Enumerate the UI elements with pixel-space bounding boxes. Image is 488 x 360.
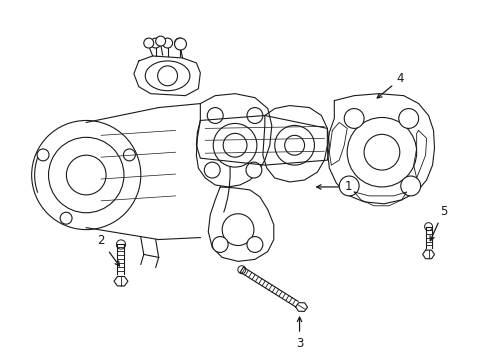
Circle shape <box>237 266 245 274</box>
Circle shape <box>163 38 172 48</box>
Text: 2: 2 <box>97 234 119 266</box>
Circle shape <box>174 38 186 50</box>
Circle shape <box>60 212 72 224</box>
Circle shape <box>48 137 123 213</box>
Circle shape <box>245 162 262 178</box>
Circle shape <box>204 162 220 178</box>
Text: 1: 1 <box>316 180 351 193</box>
Circle shape <box>346 117 416 187</box>
Circle shape <box>284 135 304 155</box>
Circle shape <box>246 237 263 252</box>
Polygon shape <box>114 276 128 286</box>
Circle shape <box>143 38 153 48</box>
Circle shape <box>364 134 399 170</box>
Circle shape <box>207 108 223 123</box>
Circle shape <box>222 214 253 246</box>
Circle shape <box>398 109 418 129</box>
Circle shape <box>66 155 106 195</box>
Circle shape <box>213 123 256 167</box>
Circle shape <box>223 133 246 157</box>
Circle shape <box>37 149 49 161</box>
Circle shape <box>339 176 358 196</box>
Circle shape <box>274 125 314 165</box>
Circle shape <box>150 38 161 48</box>
Circle shape <box>344 109 364 129</box>
Circle shape <box>174 38 184 48</box>
Circle shape <box>123 149 135 161</box>
Circle shape <box>246 108 263 123</box>
Circle shape <box>212 237 228 252</box>
Circle shape <box>400 176 420 196</box>
Circle shape <box>157 66 177 86</box>
Text: 5: 5 <box>429 205 446 241</box>
Polygon shape <box>295 303 307 311</box>
Circle shape <box>32 121 141 230</box>
Text: 3: 3 <box>295 317 303 350</box>
Circle shape <box>155 36 165 46</box>
Circle shape <box>424 223 432 231</box>
Text: 4: 4 <box>376 72 404 98</box>
Polygon shape <box>422 250 434 259</box>
Circle shape <box>116 240 125 249</box>
